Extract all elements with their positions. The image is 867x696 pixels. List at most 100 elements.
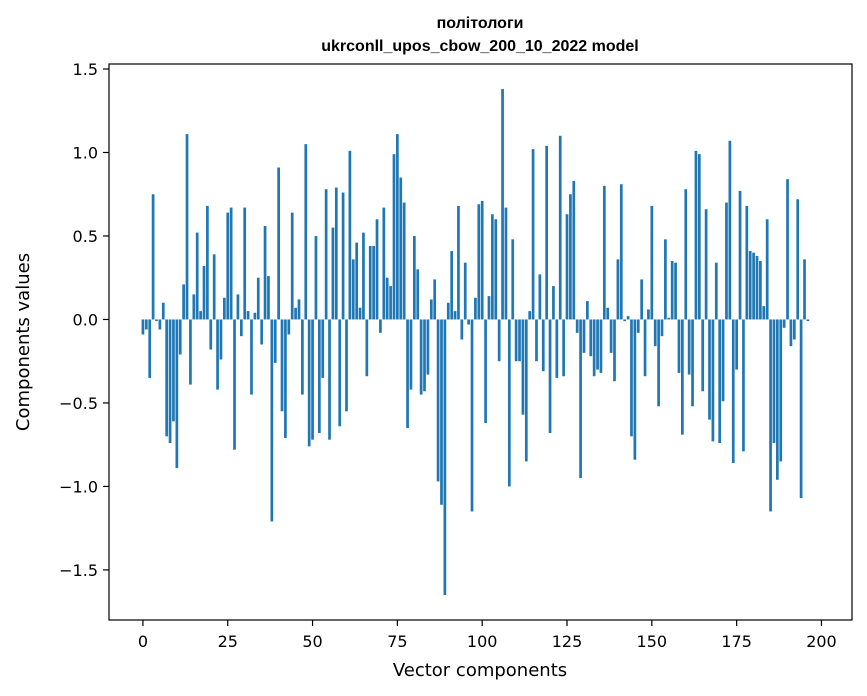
bar [457,205,460,320]
bar [243,207,247,320]
bar [372,245,375,320]
bar [355,242,359,320]
bar [406,319,409,428]
bar [195,232,199,320]
bar [351,259,355,320]
bar [263,225,267,320]
bar [789,319,793,347]
x-tick-label: 150 [637,632,668,651]
bar [433,279,437,320]
bar [440,319,443,505]
bar [429,299,433,320]
bar [697,154,701,320]
x-tick-label: 50 [302,632,322,651]
bar [175,319,179,469]
bar [311,319,314,440]
bar [606,307,610,320]
bar [273,319,277,363]
bar [280,319,284,412]
bar [562,319,565,377]
bar [290,212,294,320]
x-tick-label: 125 [552,632,583,651]
bar [541,319,545,372]
bar [518,319,521,362]
y-tick-label: −1.5 [59,561,98,580]
bar [779,319,783,462]
bar [650,205,654,320]
bar [681,319,684,435]
bar [507,319,511,487]
bar [416,269,420,320]
bar [277,167,280,320]
bar [477,204,481,320]
y-tick-label: −1.0 [59,477,98,496]
bar [579,319,582,479]
bar [670,261,674,320]
bar [511,239,515,320]
y-axis-label: Components values [13,253,34,431]
bar [246,311,250,320]
bar [379,319,382,333]
bar [412,235,416,320]
bar [742,319,745,452]
bar-series [141,89,810,595]
bar [514,319,518,362]
bar [796,199,800,320]
bar [545,145,549,320]
bar [497,319,501,362]
bar [619,184,623,320]
bar [538,274,542,320]
bar [155,319,158,322]
bar [239,319,243,337]
bar [436,319,440,482]
bar [558,135,562,320]
bar [806,319,810,322]
bar [396,134,399,320]
bar [647,309,650,320]
bar [776,319,779,480]
bar [375,219,379,320]
bar [765,219,769,320]
bar [206,205,209,320]
bar [772,319,776,444]
bar [284,319,287,439]
bar [524,319,528,462]
bar [219,319,223,360]
bar [596,319,599,370]
bar [704,209,708,320]
bar [345,319,348,412]
bar [141,319,145,335]
bar [151,194,155,320]
bar [287,319,291,335]
bar [409,319,413,390]
x-tick-label: 100 [467,632,498,651]
bar [616,259,620,320]
bar [385,277,389,320]
y-tick-label: −0.5 [59,394,98,413]
bar [304,144,308,320]
bar [572,180,576,320]
bar [711,319,715,442]
bar [301,319,304,395]
bar [762,306,766,320]
bar [423,319,426,392]
bar [419,319,423,395]
bar [402,202,406,320]
y-tick-label: 0.5 [73,227,98,246]
x-axis-ticks: 0 25 50 75 100 125 150 175 200 [138,620,837,651]
bar [657,319,660,407]
bar [569,194,572,320]
x-tick-label: 25 [218,632,238,651]
bar [640,279,644,320]
bar [799,319,803,499]
bar [487,296,491,320]
bar [324,189,328,320]
bar [314,235,318,320]
bar [229,207,233,320]
bar [144,319,148,330]
bar [687,319,691,375]
bar [233,319,236,450]
bar [270,319,274,522]
bar [297,299,301,320]
bar [158,319,162,330]
